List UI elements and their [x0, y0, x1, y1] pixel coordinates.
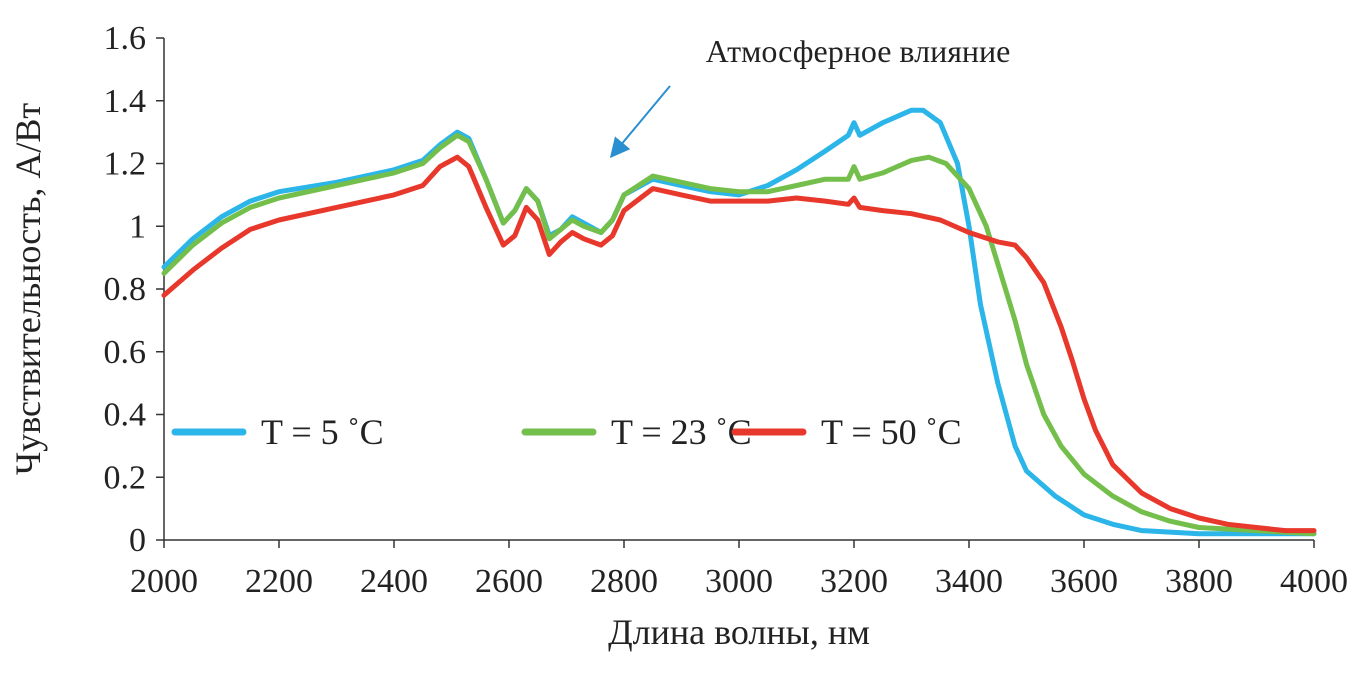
y-tick-label: 0.6 — [104, 334, 147, 371]
x-tick-label: 3200 — [820, 563, 888, 600]
x-axis-title: Длина волны, нм — [608, 612, 870, 652]
x-tick-label: 3800 — [1165, 563, 1233, 600]
y-tick-label: 0.4 — [104, 397, 147, 434]
legend-label-2: T = 23 ˚C — [611, 412, 752, 452]
legend-label-3: T = 50 ˚C — [821, 412, 962, 452]
x-tick-label: 3600 — [1050, 563, 1118, 600]
y-tick-label: 1 — [129, 208, 146, 245]
x-tick-label: 2200 — [245, 563, 313, 600]
series-line-3 — [161, 154, 1317, 534]
x-tick-label: 2600 — [475, 563, 543, 600]
y-tick-label: 1.6 — [104, 20, 147, 57]
y-tick-label: 1.2 — [104, 146, 147, 183]
annotation-arrow — [609, 85, 671, 159]
series-lines — [161, 107, 1317, 537]
annotation-text: Атмосферное влияние — [706, 33, 1011, 69]
y-tick-label: 1.4 — [104, 83, 147, 120]
x-tick-label: 3400 — [935, 563, 1003, 600]
axes — [163, 38, 1314, 541]
x-tick-label: 2400 — [360, 563, 428, 600]
ticks: 0 0.2 0.4 0.6 0.8 1 1.2 1.4 1.6 2000 2200 2400 2600 2… — [104, 20, 1349, 600]
series-line-2 — [161, 132, 1317, 537]
x-tick-label: 4000 — [1280, 563, 1348, 600]
legend-label-1: T = 5 ˚C — [261, 412, 384, 452]
y-tick-label: 0 — [129, 522, 146, 559]
y-tick-label: 0.2 — [104, 459, 147, 496]
legend: T = 5 ˚C T = 23 ˚C T = 50 ˚C — [171, 412, 962, 452]
x-tick-label: 3000 — [705, 563, 773, 600]
series-line-1 — [161, 107, 1317, 537]
x-tick-label: 2800 — [590, 563, 658, 600]
y-tick-label: 0.8 — [104, 271, 147, 308]
x-tick-label: 2000 — [130, 563, 198, 600]
y-axis-title: Чувствительность, А/Вт — [8, 103, 48, 476]
